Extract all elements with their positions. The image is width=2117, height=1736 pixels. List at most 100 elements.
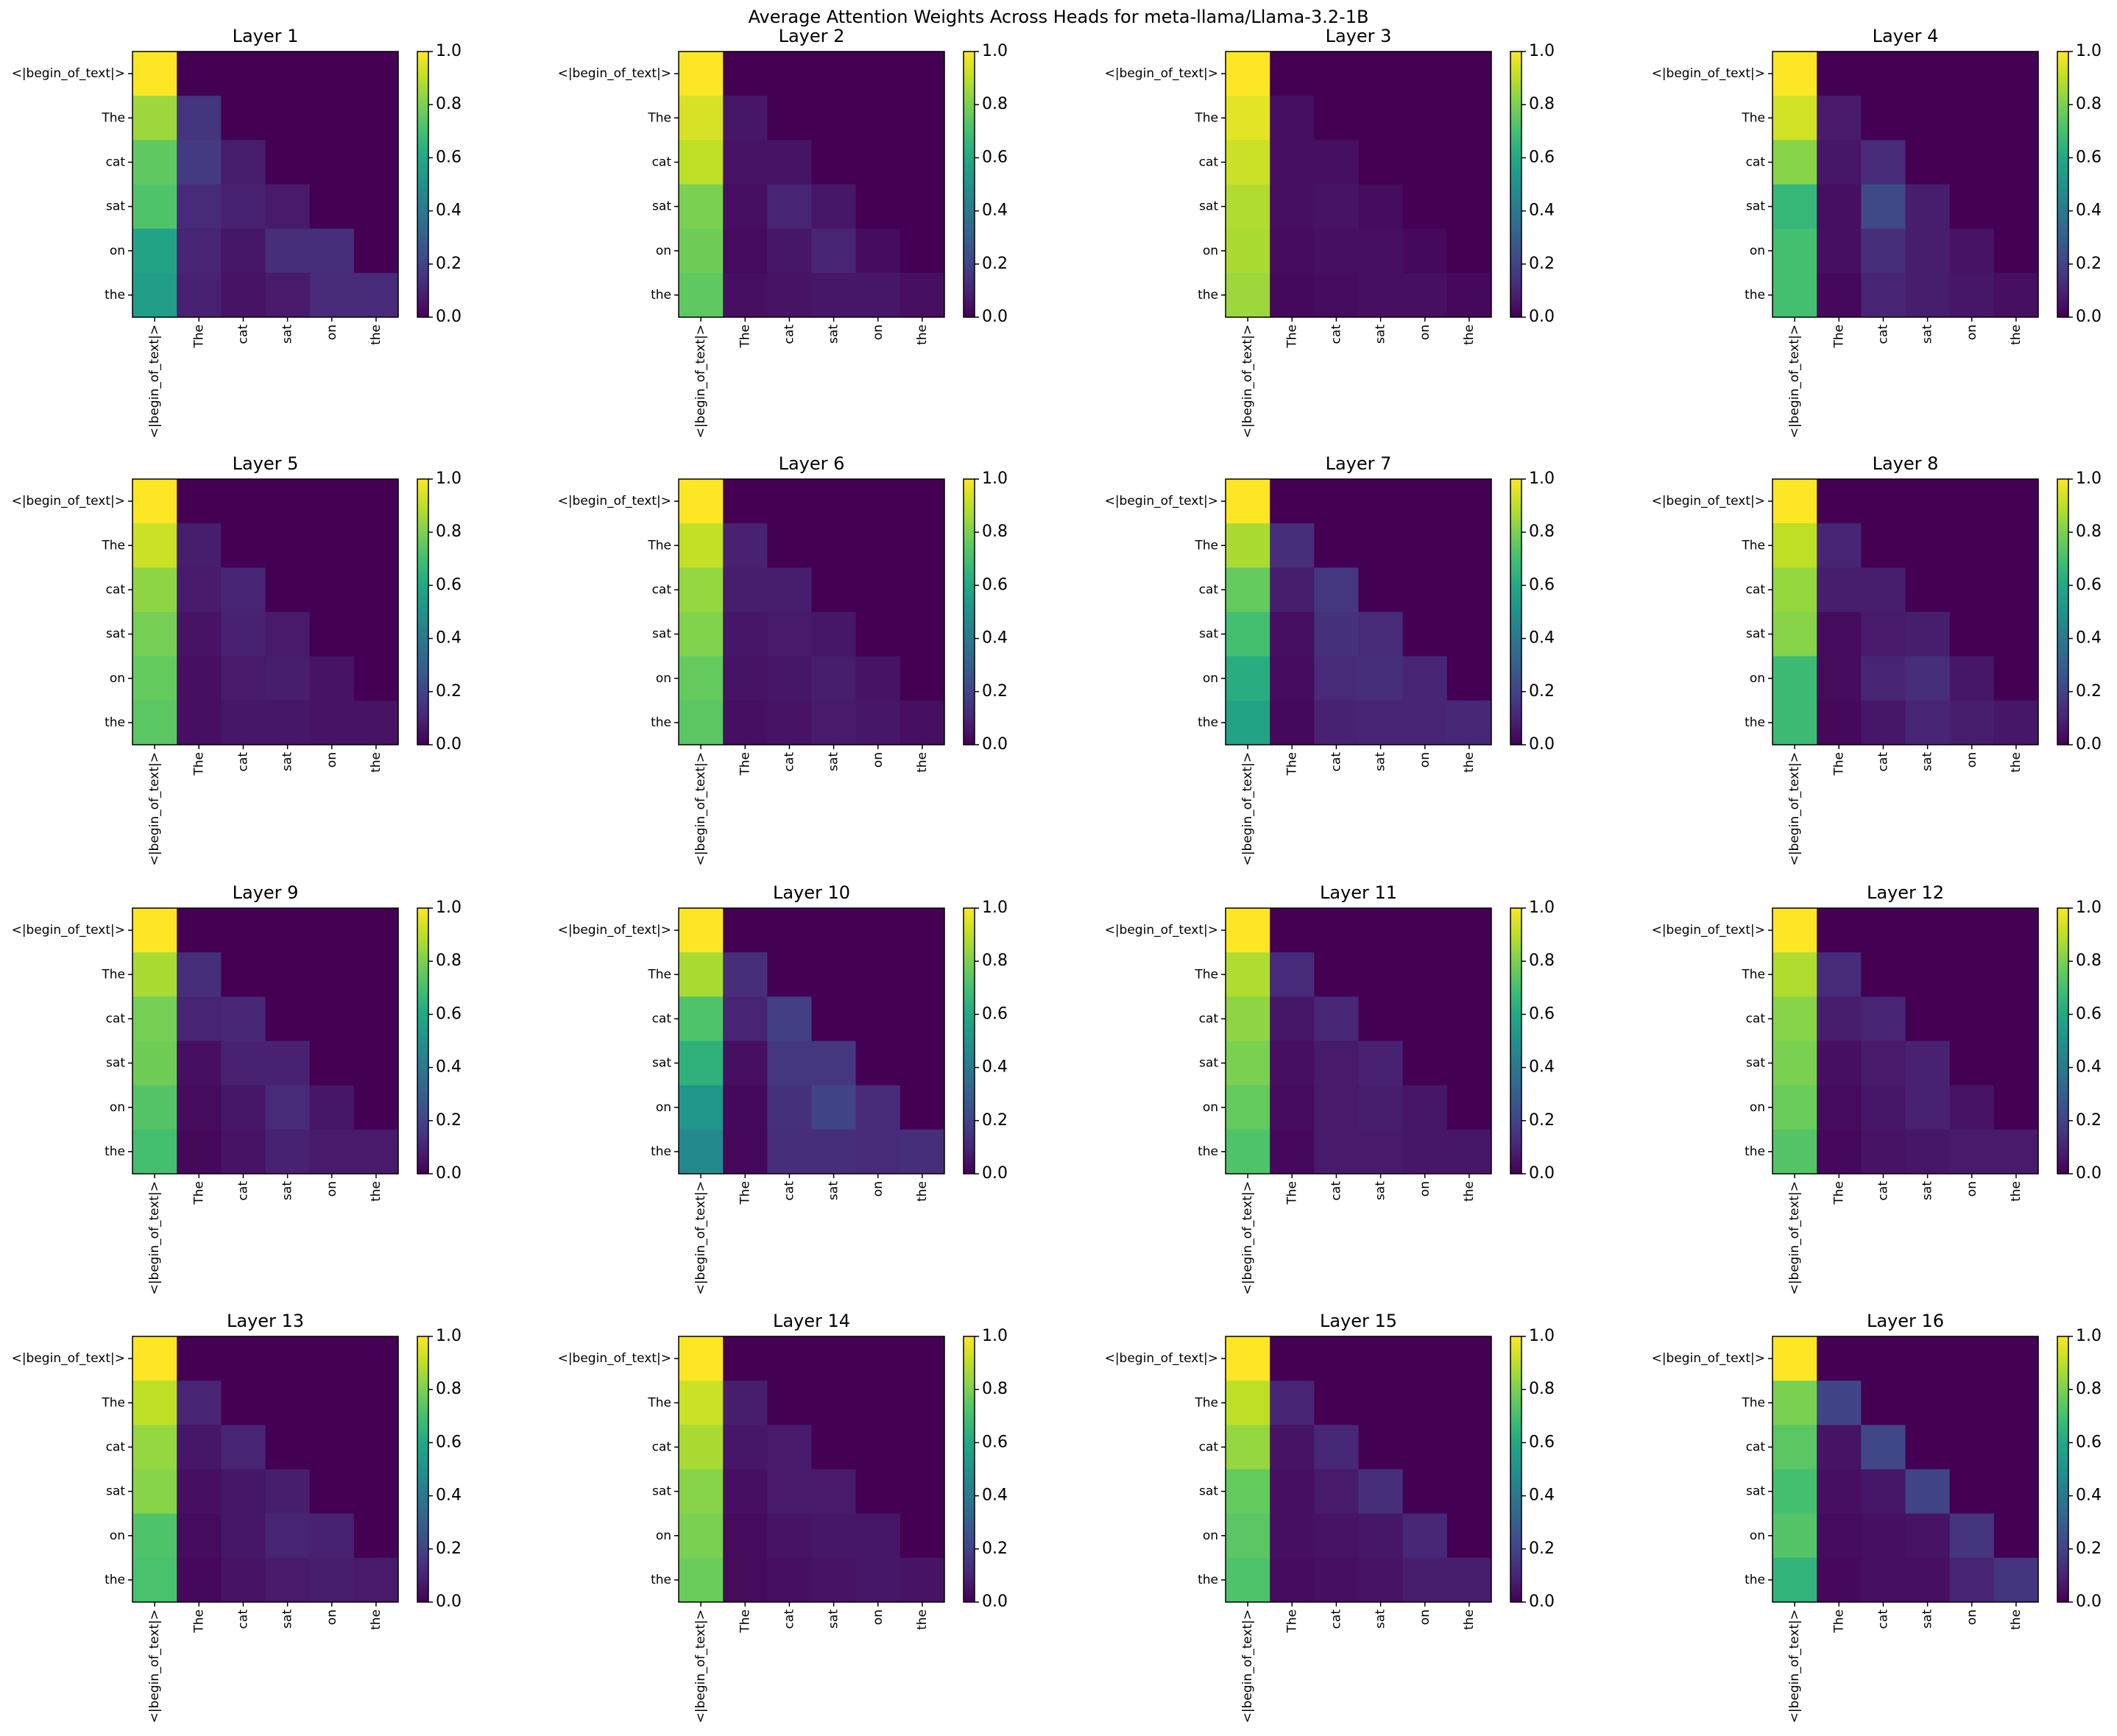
y-tick-label: on bbox=[656, 1100, 671, 1115]
heat-cell bbox=[265, 1041, 311, 1086]
x-tick-label: The bbox=[1831, 325, 1846, 349]
heat-cell bbox=[1270, 1381, 1315, 1425]
heat-cell bbox=[811, 908, 857, 953]
heat-cell bbox=[1993, 140, 2039, 185]
y-tick-label: sat bbox=[1199, 627, 1218, 642]
heat-cell bbox=[1446, 140, 1492, 185]
colorbar-tick-label: 0.2 bbox=[2076, 255, 2102, 273]
heat-cell bbox=[811, 1336, 857, 1381]
panel-title: Layer 16 bbox=[1867, 1311, 1944, 1331]
heat-cell bbox=[811, 228, 857, 274]
colorbar bbox=[2057, 907, 2069, 1175]
heat-cell bbox=[1446, 1557, 1492, 1603]
heat-cell bbox=[1446, 479, 1492, 524]
heat-cell bbox=[1226, 567, 1270, 612]
x-tick-label: sat bbox=[280, 752, 295, 771]
heat-cell bbox=[1861, 1129, 1906, 1175]
heat-cell bbox=[811, 1557, 857, 1603]
heat-cell bbox=[1817, 523, 1862, 568]
heat-cell bbox=[265, 1425, 311, 1470]
x-tick-label: the bbox=[915, 1181, 930, 1202]
heat-cell bbox=[1817, 52, 1862, 96]
heat-cell bbox=[1270, 952, 1315, 997]
colorbar-tick-label: 0.0 bbox=[982, 1164, 1008, 1183]
heat-cell bbox=[1358, 228, 1404, 274]
heat-cell bbox=[767, 1425, 812, 1470]
heat-cell bbox=[855, 96, 901, 141]
heat-cell bbox=[767, 612, 812, 657]
y-tick-label: on bbox=[1750, 1100, 1765, 1115]
heat-cell bbox=[1773, 1085, 1817, 1130]
heat-cell bbox=[309, 52, 355, 96]
heat-cell bbox=[177, 184, 222, 230]
heat-cell bbox=[900, 1085, 945, 1130]
heat-cell bbox=[309, 908, 355, 953]
x-tick-label: the bbox=[915, 325, 930, 345]
colorbar-tick-label: 1.0 bbox=[1529, 470, 1555, 488]
heat-cell bbox=[1402, 1425, 1448, 1470]
heat-cell bbox=[900, 700, 945, 745]
colorbar-tick-label: 0.8 bbox=[436, 522, 462, 541]
heat-cell bbox=[900, 272, 945, 318]
heat-cell bbox=[1446, 1129, 1492, 1175]
heat-cell bbox=[1314, 228, 1359, 274]
heat-cell bbox=[265, 1557, 311, 1603]
heat-cell bbox=[1905, 1557, 1951, 1603]
x-tick-label: the bbox=[2009, 325, 2024, 345]
x-tick-label: the bbox=[369, 325, 384, 345]
y-tick-label: the bbox=[1745, 288, 1765, 302]
colorbar-tick-label: 0.2 bbox=[436, 255, 462, 273]
colorbar bbox=[2057, 1336, 2069, 1603]
heat-cell bbox=[1270, 1425, 1315, 1470]
y-tick-label: cat bbox=[1199, 582, 1219, 597]
x-tick-label: The bbox=[1831, 752, 1846, 776]
y-tick-label: sat bbox=[106, 199, 125, 214]
heat-cell bbox=[1226, 952, 1270, 997]
colorbar bbox=[963, 1336, 975, 1603]
heat-cell bbox=[309, 1381, 355, 1425]
heat-cell bbox=[132, 228, 177, 274]
heat-cell bbox=[1817, 952, 1862, 997]
heat-cell bbox=[1446, 1425, 1492, 1470]
x-tick-label: The bbox=[1284, 752, 1299, 776]
y-tick-label: on bbox=[1203, 244, 1218, 258]
heat-cell bbox=[1949, 567, 1995, 612]
heat-cell bbox=[221, 523, 266, 568]
heat-cell bbox=[855, 1469, 901, 1514]
heat-cell bbox=[1949, 1425, 1995, 1470]
heat-cell bbox=[309, 567, 355, 612]
heat-cell bbox=[1314, 952, 1359, 997]
heat-cell bbox=[353, 96, 399, 141]
heat-cell bbox=[1402, 1041, 1448, 1086]
y-tick-label: cat bbox=[106, 155, 126, 169]
y-tick-label: on bbox=[1750, 1528, 1765, 1543]
x-tick-label: cat bbox=[1876, 325, 1890, 344]
colorbar-tick-label: 0.4 bbox=[982, 1058, 1008, 1077]
heat-cell bbox=[1270, 140, 1315, 185]
heat-cell bbox=[1270, 612, 1315, 657]
y-tick-label: on bbox=[110, 671, 125, 686]
heat-cell bbox=[679, 52, 724, 96]
colorbar-tick-label: 0.4 bbox=[1529, 202, 1555, 220]
colorbar-tick-label: 0.0 bbox=[2076, 1592, 2102, 1611]
heat-cell bbox=[1270, 184, 1315, 230]
heat-cell bbox=[1270, 96, 1315, 141]
heat-cell bbox=[1358, 996, 1404, 1041]
heat-cell bbox=[353, 1336, 399, 1381]
heat-cell bbox=[1358, 1381, 1404, 1425]
heat-cell bbox=[1358, 1041, 1404, 1086]
colorbar-tick-label: 0.6 bbox=[2076, 1433, 2102, 1451]
plot-frame bbox=[1225, 907, 1492, 1175]
colorbar-tick-label: 0.2 bbox=[436, 1540, 462, 1558]
heat-cell bbox=[1358, 96, 1404, 141]
heat-cell bbox=[1817, 1129, 1862, 1175]
colorbar-tick-label: 1.0 bbox=[436, 899, 462, 917]
x-tick-label: sat bbox=[1374, 752, 1388, 771]
x-tick-label: the bbox=[1462, 1181, 1477, 1202]
heat-cell bbox=[767, 523, 812, 568]
heat-cell bbox=[353, 272, 399, 318]
heat-cell bbox=[265, 656, 311, 701]
heat-cell bbox=[132, 140, 177, 185]
colorbar-tick-label: 0.6 bbox=[436, 575, 462, 594]
